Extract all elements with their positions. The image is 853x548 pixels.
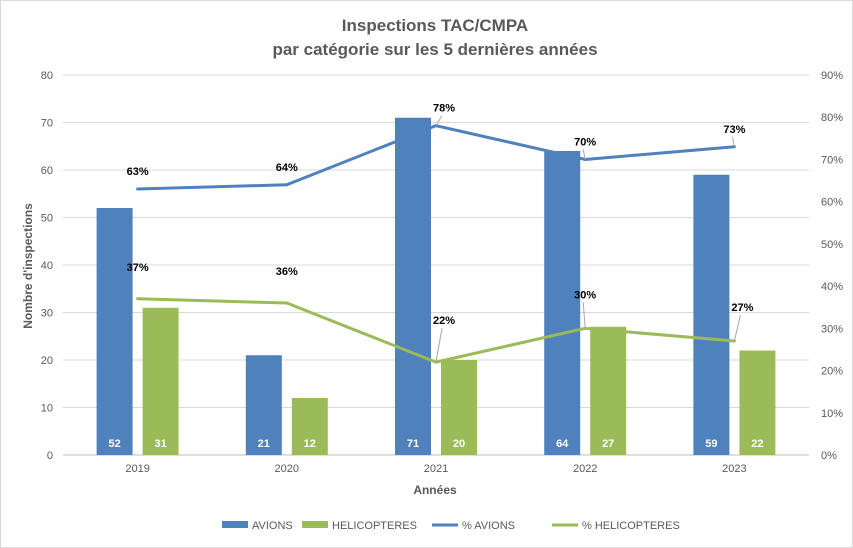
bar-helicopteres xyxy=(142,307,179,455)
y2-tick-label: 10% xyxy=(821,408,843,420)
label-leader xyxy=(731,136,735,147)
x-tick-label: 2022 xyxy=(573,463,597,475)
legend-label: AVIONS xyxy=(252,520,293,532)
chart-title-line1: Inspections TAC/CMPA xyxy=(342,16,528,35)
legend-swatch xyxy=(302,521,328,528)
legend-label: % AVIONS xyxy=(462,520,515,532)
y-tick-label: 30 xyxy=(41,308,53,320)
bar-avions xyxy=(96,208,133,455)
line-point xyxy=(285,183,289,187)
line-value-label: 78% xyxy=(433,103,455,115)
lines: 63% 64% 78% 70% 73% 37% 36% 22% 30% 27% xyxy=(127,103,754,364)
y2-tick-label: 30% xyxy=(821,323,843,335)
bar-helicopteres xyxy=(441,360,477,455)
y-tick-label: 70 xyxy=(41,118,53,130)
y-tick-label: 60 xyxy=(41,165,53,177)
y-tick-label: 80 xyxy=(41,70,53,82)
bar-value-label: 20 xyxy=(453,438,465,450)
y2-tick-label: 40% xyxy=(821,281,843,293)
bar-avions xyxy=(544,151,581,455)
line-point xyxy=(136,187,140,191)
label-leader xyxy=(582,302,586,329)
bar-value-label: 52 xyxy=(108,438,120,450)
line-point xyxy=(136,297,140,301)
line-value-label: 22% xyxy=(433,315,455,327)
bar-avions xyxy=(395,117,431,455)
line--helicopteres xyxy=(137,297,735,364)
label-leader xyxy=(582,149,586,160)
y2-tick-label: 70% xyxy=(821,154,843,166)
y-axis-title: Nombre d'inspections xyxy=(21,203,35,329)
x-tick-label: 2020 xyxy=(275,463,299,475)
label-leader xyxy=(435,115,443,126)
line-value-label: 27% xyxy=(731,302,753,314)
bar-value-label: 12 xyxy=(304,438,316,450)
bar-value-label: 64 xyxy=(556,438,569,450)
label-leader xyxy=(435,328,443,363)
x-axis: 2019 2020 2021 2022 2023 xyxy=(125,463,746,475)
y2-tick-label: 90% xyxy=(821,70,843,82)
line-value-label: 70% xyxy=(574,136,596,148)
legend-label: % HELICOPTERES xyxy=(582,520,680,532)
x-tick-label: 2019 xyxy=(125,463,149,475)
bar-value-label: 71 xyxy=(407,438,419,450)
bar-helicopteres xyxy=(590,326,627,455)
line-value-label: 30% xyxy=(574,289,596,301)
bar-avions xyxy=(245,355,282,455)
y2-tick-label: 60% xyxy=(821,197,843,209)
x-tick-label: 2021 xyxy=(424,463,448,475)
line--avions xyxy=(137,124,735,191)
gridlines xyxy=(63,74,809,456)
y-axis-right: 0% 10% 20% 30% 40% 50% 60% 70% 80% 90% xyxy=(821,70,843,462)
x-axis-title: Années xyxy=(413,483,457,497)
bar-value-label: 31 xyxy=(154,438,166,450)
bar-value-label: 59 xyxy=(705,438,717,450)
y2-tick-label: 20% xyxy=(821,366,843,378)
bar-value-label: 22 xyxy=(751,438,763,450)
line-value-label: 73% xyxy=(723,124,745,136)
bar-helicopteres xyxy=(291,398,328,455)
bar-avions xyxy=(693,174,730,455)
y-tick-label: 40 xyxy=(41,260,53,272)
label-leader xyxy=(733,314,741,342)
bars: 52 21 71 64 59 31 12 20 27 22 xyxy=(96,117,776,455)
y-tick-label: 50 xyxy=(41,213,53,225)
line-point xyxy=(285,301,289,305)
legend-label: HELICOPTERES xyxy=(332,520,417,532)
y2-tick-label: 50% xyxy=(821,239,843,251)
y2-tick-label: 80% xyxy=(821,112,843,124)
line-value-label: 63% xyxy=(127,166,149,178)
bar-helicopteres xyxy=(739,350,776,455)
y2-tick-label: 0% xyxy=(821,450,837,462)
line-value-label: 64% xyxy=(276,162,298,174)
bar-value-label: 21 xyxy=(258,438,270,450)
line-value-label: 37% xyxy=(127,262,149,274)
legend-swatch xyxy=(222,521,248,528)
line-value-label: 36% xyxy=(276,266,298,278)
y-tick-label: 20 xyxy=(41,355,53,367)
y-axis-left: 0 10 20 30 40 50 60 70 80 xyxy=(41,70,53,462)
chart-title-line2: par catégorie sur les 5 dernières années xyxy=(272,40,597,59)
bar-value-label: 27 xyxy=(602,438,614,450)
legend: AVIONS HELICOPTERES % AVIONS % HELICOPTERES xyxy=(222,520,680,532)
y-tick-label: 0 xyxy=(47,450,53,462)
y-tick-label: 10 xyxy=(41,403,53,415)
x-tick-label: 2023 xyxy=(722,463,746,475)
